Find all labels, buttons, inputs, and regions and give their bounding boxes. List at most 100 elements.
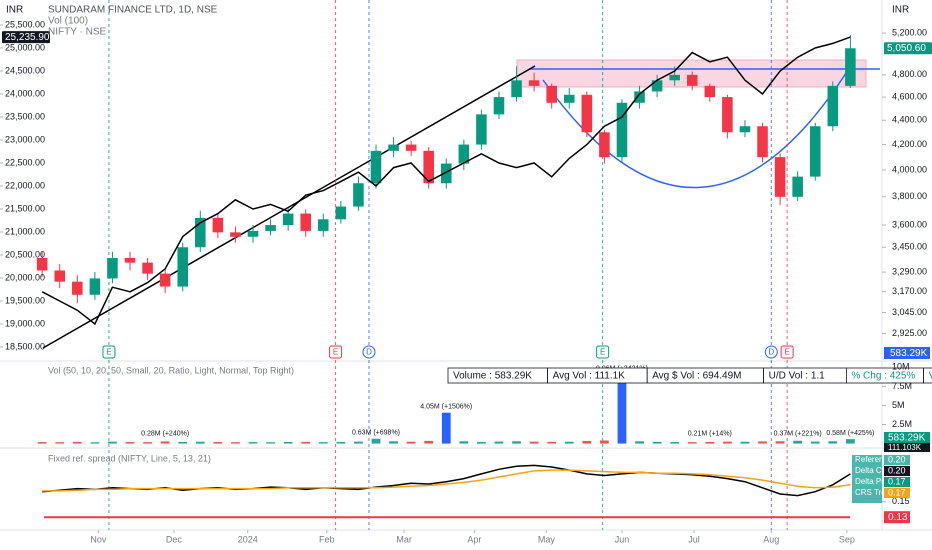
volume-bar bbox=[72, 441, 82, 444]
spread-line bbox=[42, 464, 851, 497]
y-tick-label: 25,000.00 bbox=[5, 42, 45, 52]
event-marker bbox=[362, 345, 376, 359]
legend-value: 0.20 bbox=[888, 454, 906, 464]
legend-value: 0.17 bbox=[888, 476, 906, 486]
candle-body bbox=[300, 213, 311, 231]
y2-tick-label: 3,290.00 bbox=[892, 266, 927, 276]
candle-body bbox=[845, 48, 856, 86]
volume-bar bbox=[564, 441, 574, 444]
volume-bar bbox=[635, 441, 644, 444]
x-tick-label: Dec bbox=[166, 534, 183, 544]
volume-bar bbox=[617, 374, 627, 444]
legend-name: Delta Pr bbox=[855, 477, 884, 486]
candle-body bbox=[476, 114, 487, 145]
volume-label: 0.63M (+698%) bbox=[352, 430, 400, 437]
volume-bar bbox=[810, 441, 820, 444]
volume-label: 4.05M (+1506%) bbox=[420, 404, 472, 411]
candle-body bbox=[563, 94, 575, 103]
volume-bar bbox=[477, 441, 486, 444]
candle-body bbox=[722, 97, 733, 133]
legend-name: Delta CR bbox=[855, 466, 888, 475]
x-tick-label: Jul bbox=[688, 534, 700, 544]
volume-tag-label: 583.29K bbox=[888, 433, 926, 444]
candle-body bbox=[142, 262, 153, 274]
y2-tick-label: 5,200.00 bbox=[892, 27, 927, 37]
volume-bar bbox=[195, 441, 205, 444]
currency-left: INR bbox=[6, 5, 23, 16]
axes: Nov Dec 2024 Feb Mar Apr May Jun Jul Aug Sep 2,925.… bbox=[0, 19, 932, 544]
candle-body bbox=[370, 150, 382, 184]
volume-bar bbox=[600, 440, 609, 444]
x-tick-label: Apr bbox=[467, 534, 481, 544]
volume-label: 0.21M (+14%) bbox=[688, 430, 732, 437]
y-tick-label: 22,500.00 bbox=[5, 157, 45, 167]
price-tag bbox=[884, 42, 932, 55]
candle-body bbox=[265, 225, 276, 231]
candle-body bbox=[177, 247, 188, 287]
legend-box bbox=[852, 455, 882, 503]
volume-tag-label: 583.29K bbox=[890, 348, 928, 359]
y-tick-label: 25,500.00 bbox=[5, 19, 45, 29]
volume-bar bbox=[512, 441, 521, 444]
y2-tick-label: 3,170.00 bbox=[892, 286, 927, 296]
nifty-line bbox=[41, 36, 851, 326]
candle-body bbox=[686, 74, 698, 86]
event-marker bbox=[780, 345, 794, 359]
y-tick-label: 24,500.00 bbox=[5, 65, 45, 75]
avg-tag bbox=[884, 443, 930, 452]
chart-title: SUNDARAM FINANCE LTD, 1D, NSE bbox=[48, 5, 218, 16]
y-tick-label: 19,000.00 bbox=[5, 318, 45, 328]
x-tick-label: Sep bbox=[839, 534, 855, 544]
y2-tick-label: 4,400.00 bbox=[892, 115, 927, 125]
event-label: D bbox=[366, 348, 372, 357]
candle-body bbox=[757, 126, 768, 158]
y-tick-label: 10M bbox=[892, 362, 910, 372]
volume-bar bbox=[266, 442, 275, 444]
candle-body bbox=[423, 150, 434, 184]
legend-name: CRS Tren bbox=[855, 488, 890, 497]
candle-body bbox=[54, 270, 66, 282]
volume-bar bbox=[143, 442, 152, 444]
volume-bar bbox=[108, 441, 117, 444]
volume-bar bbox=[793, 440, 803, 444]
y-tick-label: 24,000.00 bbox=[5, 88, 45, 98]
currency-right: INR bbox=[892, 5, 909, 16]
y2-tick-label: 3,800.00 bbox=[892, 191, 927, 201]
volume-bar bbox=[336, 441, 346, 444]
legend-value-tag bbox=[884, 455, 910, 465]
volume-bar bbox=[670, 442, 680, 444]
volume-bar bbox=[231, 442, 240, 444]
x-tick-label: 2024 bbox=[238, 534, 258, 544]
candle-body bbox=[704, 85, 716, 98]
volume-bar bbox=[283, 442, 293, 444]
legend-value-tag bbox=[884, 466, 910, 476]
candle-body bbox=[827, 85, 839, 127]
volume-label: 0.37M (+221%) bbox=[774, 430, 822, 437]
y2-tick-label: 4,000.00 bbox=[892, 164, 927, 174]
volume-bar bbox=[529, 441, 539, 444]
candle-body bbox=[599, 132, 610, 158]
y-tick-label: 20,500.00 bbox=[5, 249, 45, 259]
volume-bar bbox=[722, 441, 732, 444]
y-tick-label: 20,000.00 bbox=[5, 272, 45, 282]
volume-bar bbox=[740, 441, 750, 444]
spread-pane: Referen Delta CR Delta Pr CRS Tren bbox=[42, 455, 890, 519]
volume-bar bbox=[687, 442, 697, 444]
candle-body bbox=[89, 278, 101, 295]
y2-tick-label: 4,200.00 bbox=[892, 139, 927, 149]
threshold-tag bbox=[884, 511, 910, 524]
candle-body bbox=[669, 74, 680, 81]
y-tick-label: 2.5M bbox=[892, 419, 912, 429]
volume-bar bbox=[494, 441, 504, 444]
x-tick-label: Feb bbox=[319, 534, 335, 544]
volume-bar bbox=[37, 442, 47, 444]
volume-bar bbox=[828, 441, 838, 444]
candle-body bbox=[546, 85, 557, 103]
price-tag-label: 25,235.90 bbox=[5, 32, 50, 43]
candle-body bbox=[72, 281, 83, 295]
volume-pane: 0.28M (+240%) 0.63M (+698%) 4.05M (+1506%)… bbox=[37, 365, 932, 444]
stat-label: Avg $ Vol : 694.49M bbox=[652, 371, 741, 382]
subtitle: NIFTY · NSE bbox=[48, 27, 106, 38]
volume-bar bbox=[125, 442, 135, 444]
volume-bar bbox=[459, 441, 469, 444]
